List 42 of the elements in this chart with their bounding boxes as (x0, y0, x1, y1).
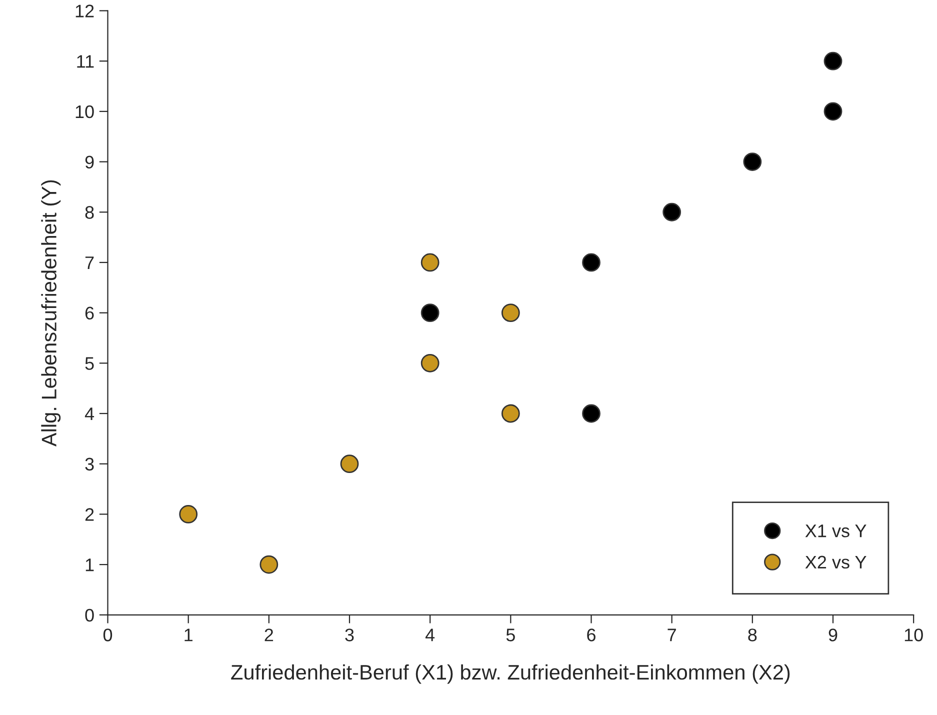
x-tick-label: 1 (184, 628, 192, 642)
y-tick-label: 10 (76, 105, 94, 118)
y-axis-title: Allg. Lebenszufriedenheit (Y) (41, 180, 61, 447)
x-tick-label: 10 (904, 628, 923, 642)
x-tick-label: 4 (425, 628, 435, 642)
y-tick-label: 2 (85, 508, 94, 521)
y-tick-label: 11 (77, 55, 94, 68)
x-tick-label: 5 (506, 628, 515, 642)
x-tick-label: 0 (103, 628, 112, 642)
legend-label: X2 vs Y (805, 556, 866, 569)
point (582, 253, 600, 272)
point (662, 202, 682, 222)
y-tick-label: 4 (84, 408, 94, 420)
legend-label: X1 vs Y (805, 524, 866, 538)
point (420, 304, 440, 322)
point (340, 454, 359, 474)
x-tick-label: 7 (668, 628, 676, 642)
y-tick-label: 0 (85, 608, 94, 622)
y-tick-label: 9 (85, 156, 94, 168)
point (501, 304, 520, 322)
y-tick-label: 8 (85, 206, 94, 219)
x-tick-label: 2 (264, 628, 274, 642)
y-tick-label: 6 (85, 306, 94, 320)
point (420, 253, 440, 272)
y-tick-label: 12 (76, 4, 94, 18)
point (582, 404, 600, 423)
point (743, 152, 762, 171)
point (420, 354, 440, 372)
y-tick-label: 7 (85, 256, 94, 270)
point (824, 52, 842, 70)
point (824, 102, 842, 121)
x-tick-label: 9 (828, 628, 838, 642)
point (260, 555, 278, 574)
x-tick-label: 6 (587, 628, 596, 642)
y-tick-label: 3 (85, 458, 94, 471)
y-tick-label: 1 (86, 558, 94, 572)
point (501, 404, 520, 423)
y-tick-label: 5 (85, 357, 94, 370)
x-tick-label: 8 (748, 628, 757, 642)
x-axis-title: Zufriedenheit-Beruf (X1) bzw. Zufriedenheit-Einkommen (X2) (231, 664, 790, 684)
x-tick-label: 3 (345, 628, 354, 642)
point (179, 505, 198, 524)
